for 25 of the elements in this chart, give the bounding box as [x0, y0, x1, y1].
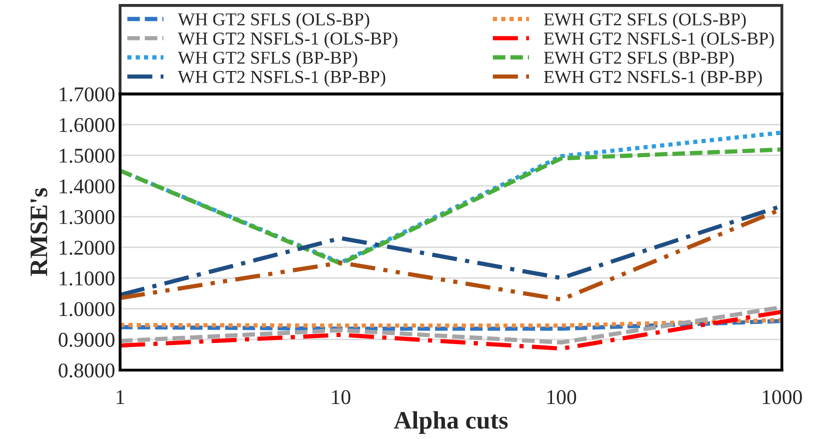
- legend-label: WH GT2 NSFLS-1 (BP-BP): [178, 70, 386, 87]
- y-tick-label: 1.3000: [60, 210, 114, 224]
- x-tick-label: 100: [547, 390, 576, 404]
- y-tick-label: 1.7000: [60, 87, 114, 102]
- y-tick-label: 1.0000: [60, 302, 114, 316]
- x-tick-label: 10: [332, 390, 350, 404]
- x-tick-label: 1000: [762, 390, 802, 404]
- y-tick-label: 0.9000: [58, 332, 114, 347]
- legend-label: EWH GT2 SFLS (BP-BP): [544, 51, 734, 68]
- y-tick-label: 1.1000: [60, 271, 114, 286]
- legend-label: WH GT2 NSFLS-1 (OLS-BP): [178, 32, 398, 48]
- y-tick-label: 1.4000: [60, 179, 114, 194]
- legend-label: WH GT2 SFLS (OLS-BP): [178, 12, 370, 30]
- y-tick-label: 1.6000: [60, 118, 114, 132]
- legend-label: EWH GT2 SFLS (OLS-BP): [544, 12, 746, 30]
- y-tick-label: 0.8000: [58, 363, 114, 378]
- x-tick-label: 1: [116, 390, 124, 404]
- legend-label: EWH GT2 NSFLS-1 (BP-BP): [544, 70, 762, 87]
- y-axis-title: RMSE's: [30, 188, 48, 276]
- legend-label: EWH GT2 NSFLS-1 (OLS-BP): [544, 32, 774, 48]
- x-axis-title: Alpha cuts: [394, 411, 508, 434]
- y-tick-label: 1.5000: [60, 148, 114, 163]
- line-series: [120, 310, 782, 351]
- y-tick-label: 1.2000: [60, 240, 114, 255]
- legend-label: WH GT2 SFLS (BP-BP): [178, 51, 358, 68]
